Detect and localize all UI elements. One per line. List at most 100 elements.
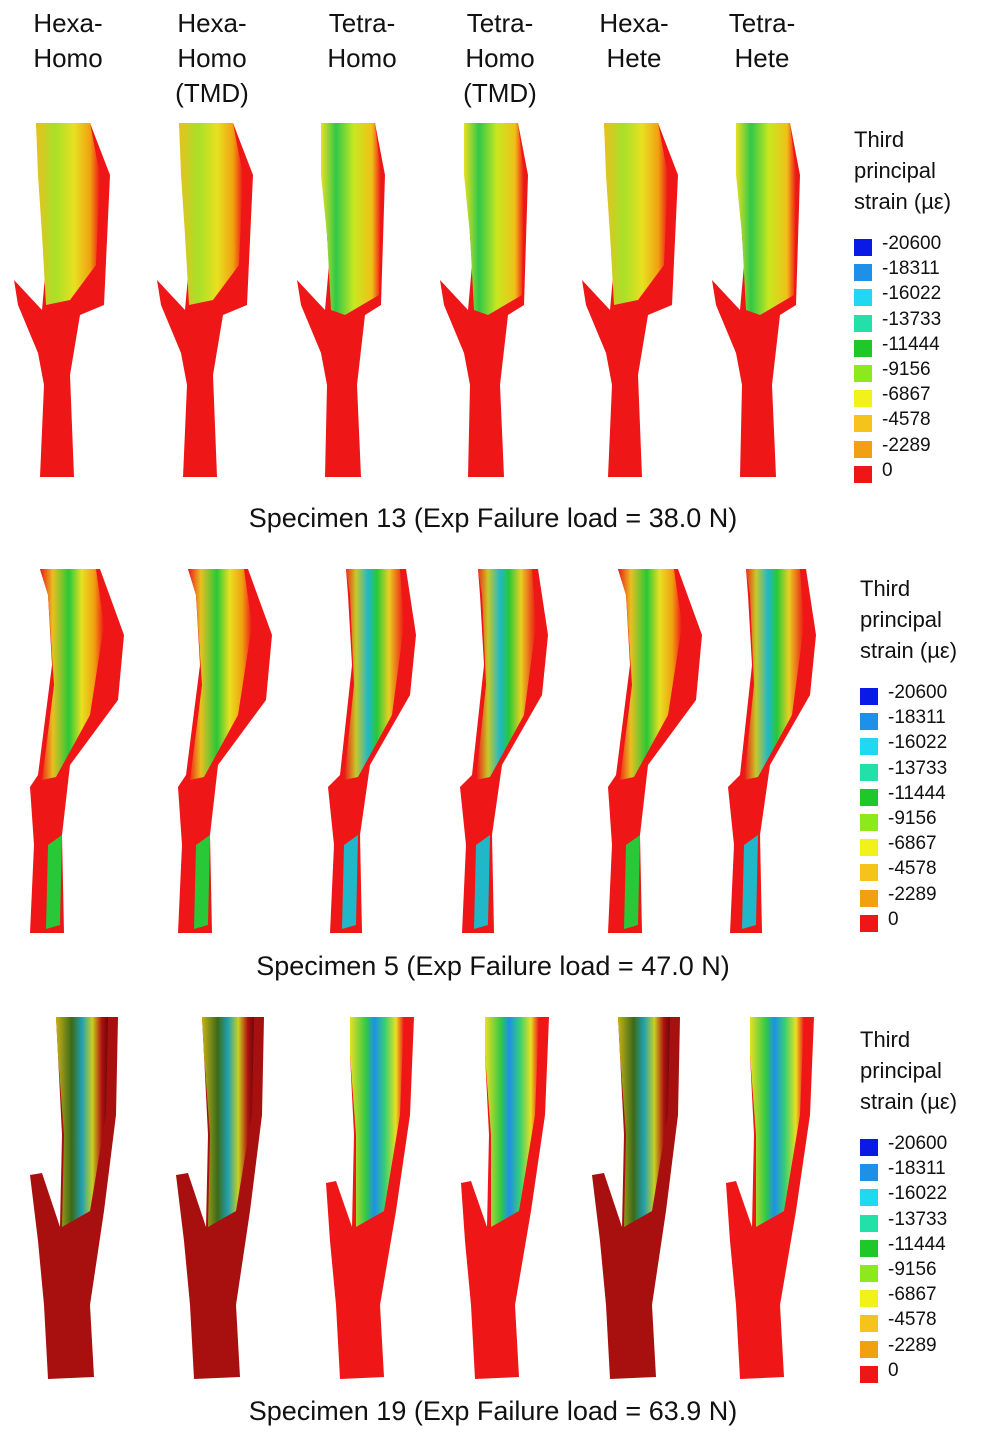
legend-label: -20600	[888, 1133, 948, 1154]
legend-label: -2289	[882, 434, 931, 456]
legend-entry: 0	[854, 460, 984, 485]
legend-swatch	[860, 763, 878, 781]
column-header-line: Hexa-	[33, 8, 103, 38]
femur-model-hexa-hete	[582, 123, 678, 477]
femur-model-tetra-homo	[326, 1017, 414, 1379]
legend-entry: -13733	[860, 758, 986, 783]
legend-label: -4578	[888, 1309, 937, 1331]
column-header-line: Tetra-	[728, 8, 796, 38]
column-header-line: Tetra-	[328, 8, 396, 38]
legend-label: -2289	[888, 883, 937, 905]
legend-swatch	[860, 1340, 878, 1358]
legend-entry: -18311	[860, 1158, 986, 1183]
legend-swatch	[860, 1315, 878, 1333]
legend-label: -9156	[888, 807, 937, 829]
legend-title: Third principal strain (µε)	[860, 573, 986, 666]
legend-swatch	[854, 239, 872, 256]
legend-swatch	[860, 864, 878, 882]
legend-swatch	[854, 465, 872, 483]
column-header-line: Tetra-	[466, 8, 534, 38]
legend-entry: 0	[860, 1360, 986, 1385]
legend-label: -2289	[888, 1334, 937, 1356]
legend-label: -11444	[882, 333, 940, 355]
legend-entry: -16022	[854, 283, 984, 308]
legend-label: -20600	[882, 233, 942, 254]
femur-model-tetra-homo-tmd	[440, 123, 528, 477]
legend-swatch	[860, 1264, 878, 1282]
femur-model-tetra-homo-tmd	[461, 1017, 549, 1379]
femur-model-hexa-hete	[608, 569, 702, 933]
legend-title-line: principal	[860, 1058, 942, 1083]
column-header-hexa-homo-tmd: Hexa- Homo (TMD)	[152, 6, 272, 111]
panel-specimen-13: Specimen 13 (Exp Failure load = 38.0 N)	[0, 115, 986, 535]
legend-label: -13733	[882, 308, 942, 330]
legend-title: Third principal strain (µε)	[854, 124, 984, 217]
legend-swatch	[854, 390, 872, 408]
legend-swatch	[860, 738, 878, 756]
legend-specimen-5: Third principal strain (µε) -20600 -18311…	[860, 573, 986, 934]
legend-label: -4578	[882, 409, 931, 431]
femur-model-hexa-homo	[30, 1017, 118, 1379]
legend-label: -16022	[882, 283, 942, 305]
legend-swatch	[860, 688, 878, 705]
legend-title-line: Third	[860, 576, 911, 601]
legend-color-scale: -20600 -18311 -16022 -13733 -11444 -9156 -6867…	[860, 1133, 986, 1385]
legend-label: 0	[888, 908, 899, 930]
legend-title: Third principal strain (µε)	[860, 1024, 986, 1117]
legend-label: -6867	[882, 384, 931, 406]
femur-strain-maps-specimen-5	[30, 569, 816, 933]
legend-title-line: strain (µε)	[860, 1089, 958, 1114]
femur-model-tetra-homo	[297, 123, 385, 477]
legend-entry: -16022	[860, 732, 986, 757]
femur-model-hexa-homo-tmd	[178, 569, 272, 933]
legend-swatch	[860, 1290, 878, 1308]
femur-model-tetra-hete	[726, 1017, 814, 1379]
caption-specimen-5: Specimen 5 (Exp Failure load = 47.0 N)	[256, 951, 730, 981]
legend-title-line: principal	[854, 158, 936, 183]
femur-model-hexa-homo	[14, 123, 110, 477]
legend-label: 0	[888, 1359, 899, 1381]
column-header-hexa-hete: Hexa- Hete	[574, 6, 694, 76]
legend-label: -9156	[882, 358, 931, 380]
column-header-tetra-homo-tmd: Tetra- Homo (TMD)	[440, 6, 560, 111]
legend-swatch	[860, 914, 878, 932]
femur-model-hexa-homo-tmd	[157, 123, 253, 477]
legend-entry: -9156	[860, 808, 986, 833]
legend-entry: -11444	[860, 1234, 986, 1259]
legend-swatch	[860, 839, 878, 857]
legend-label: -6867	[888, 833, 937, 855]
column-header-line: Hete	[606, 43, 662, 73]
legend-entry: -20600	[854, 233, 984, 258]
column-header-line: (TMD)	[463, 78, 537, 108]
legend-entry: -6867	[860, 833, 986, 858]
legend-color-scale: -20600 -18311 -16022 -13733 -11444 -9156 -6867…	[860, 682, 986, 934]
legend-specimen-13: Third principal strain (µε) -20600 -18311…	[854, 124, 984, 485]
column-header-line: Homo	[177, 43, 247, 73]
legend-swatch	[854, 289, 872, 307]
legend-entry: -13733	[860, 1209, 986, 1234]
legend-entry: -16022	[860, 1183, 986, 1208]
column-header-hexa-homo: Hexa- Homo	[8, 6, 128, 76]
legend-label: -18311	[888, 707, 946, 729]
legend-entry: -2289	[854, 435, 984, 460]
femur-model-hexa-hete	[592, 1017, 680, 1379]
legend-swatch	[860, 1239, 878, 1257]
caption-specimen-13: Specimen 13 (Exp Failure load = 38.0 N)	[248, 503, 738, 533]
caption-specimen-19: Specimen 19 (Exp Failure load = 63.9 N)	[248, 1396, 738, 1426]
legend-entry: -2289	[860, 1335, 986, 1360]
legend-entry: -4578	[854, 409, 984, 434]
legend-title-line: principal	[860, 607, 942, 632]
legend-entry: -11444	[860, 783, 986, 808]
legend-label: -13733	[888, 757, 948, 779]
femur-strain-maps-specimen-19	[30, 1017, 814, 1379]
column-header-tetra-hete: Tetra- Hete	[702, 6, 822, 76]
legend-entry: -2289	[860, 884, 986, 909]
legend-swatch	[860, 1189, 878, 1207]
legend-swatch	[860, 713, 878, 731]
legend-label: -20600	[888, 682, 948, 703]
legend-label: -18311	[888, 1158, 946, 1180]
legend-label: -9156	[888, 1258, 937, 1280]
legend-swatch	[860, 889, 878, 907]
legend-entry: -9156	[860, 1259, 986, 1284]
legend-entry: -4578	[860, 858, 986, 883]
